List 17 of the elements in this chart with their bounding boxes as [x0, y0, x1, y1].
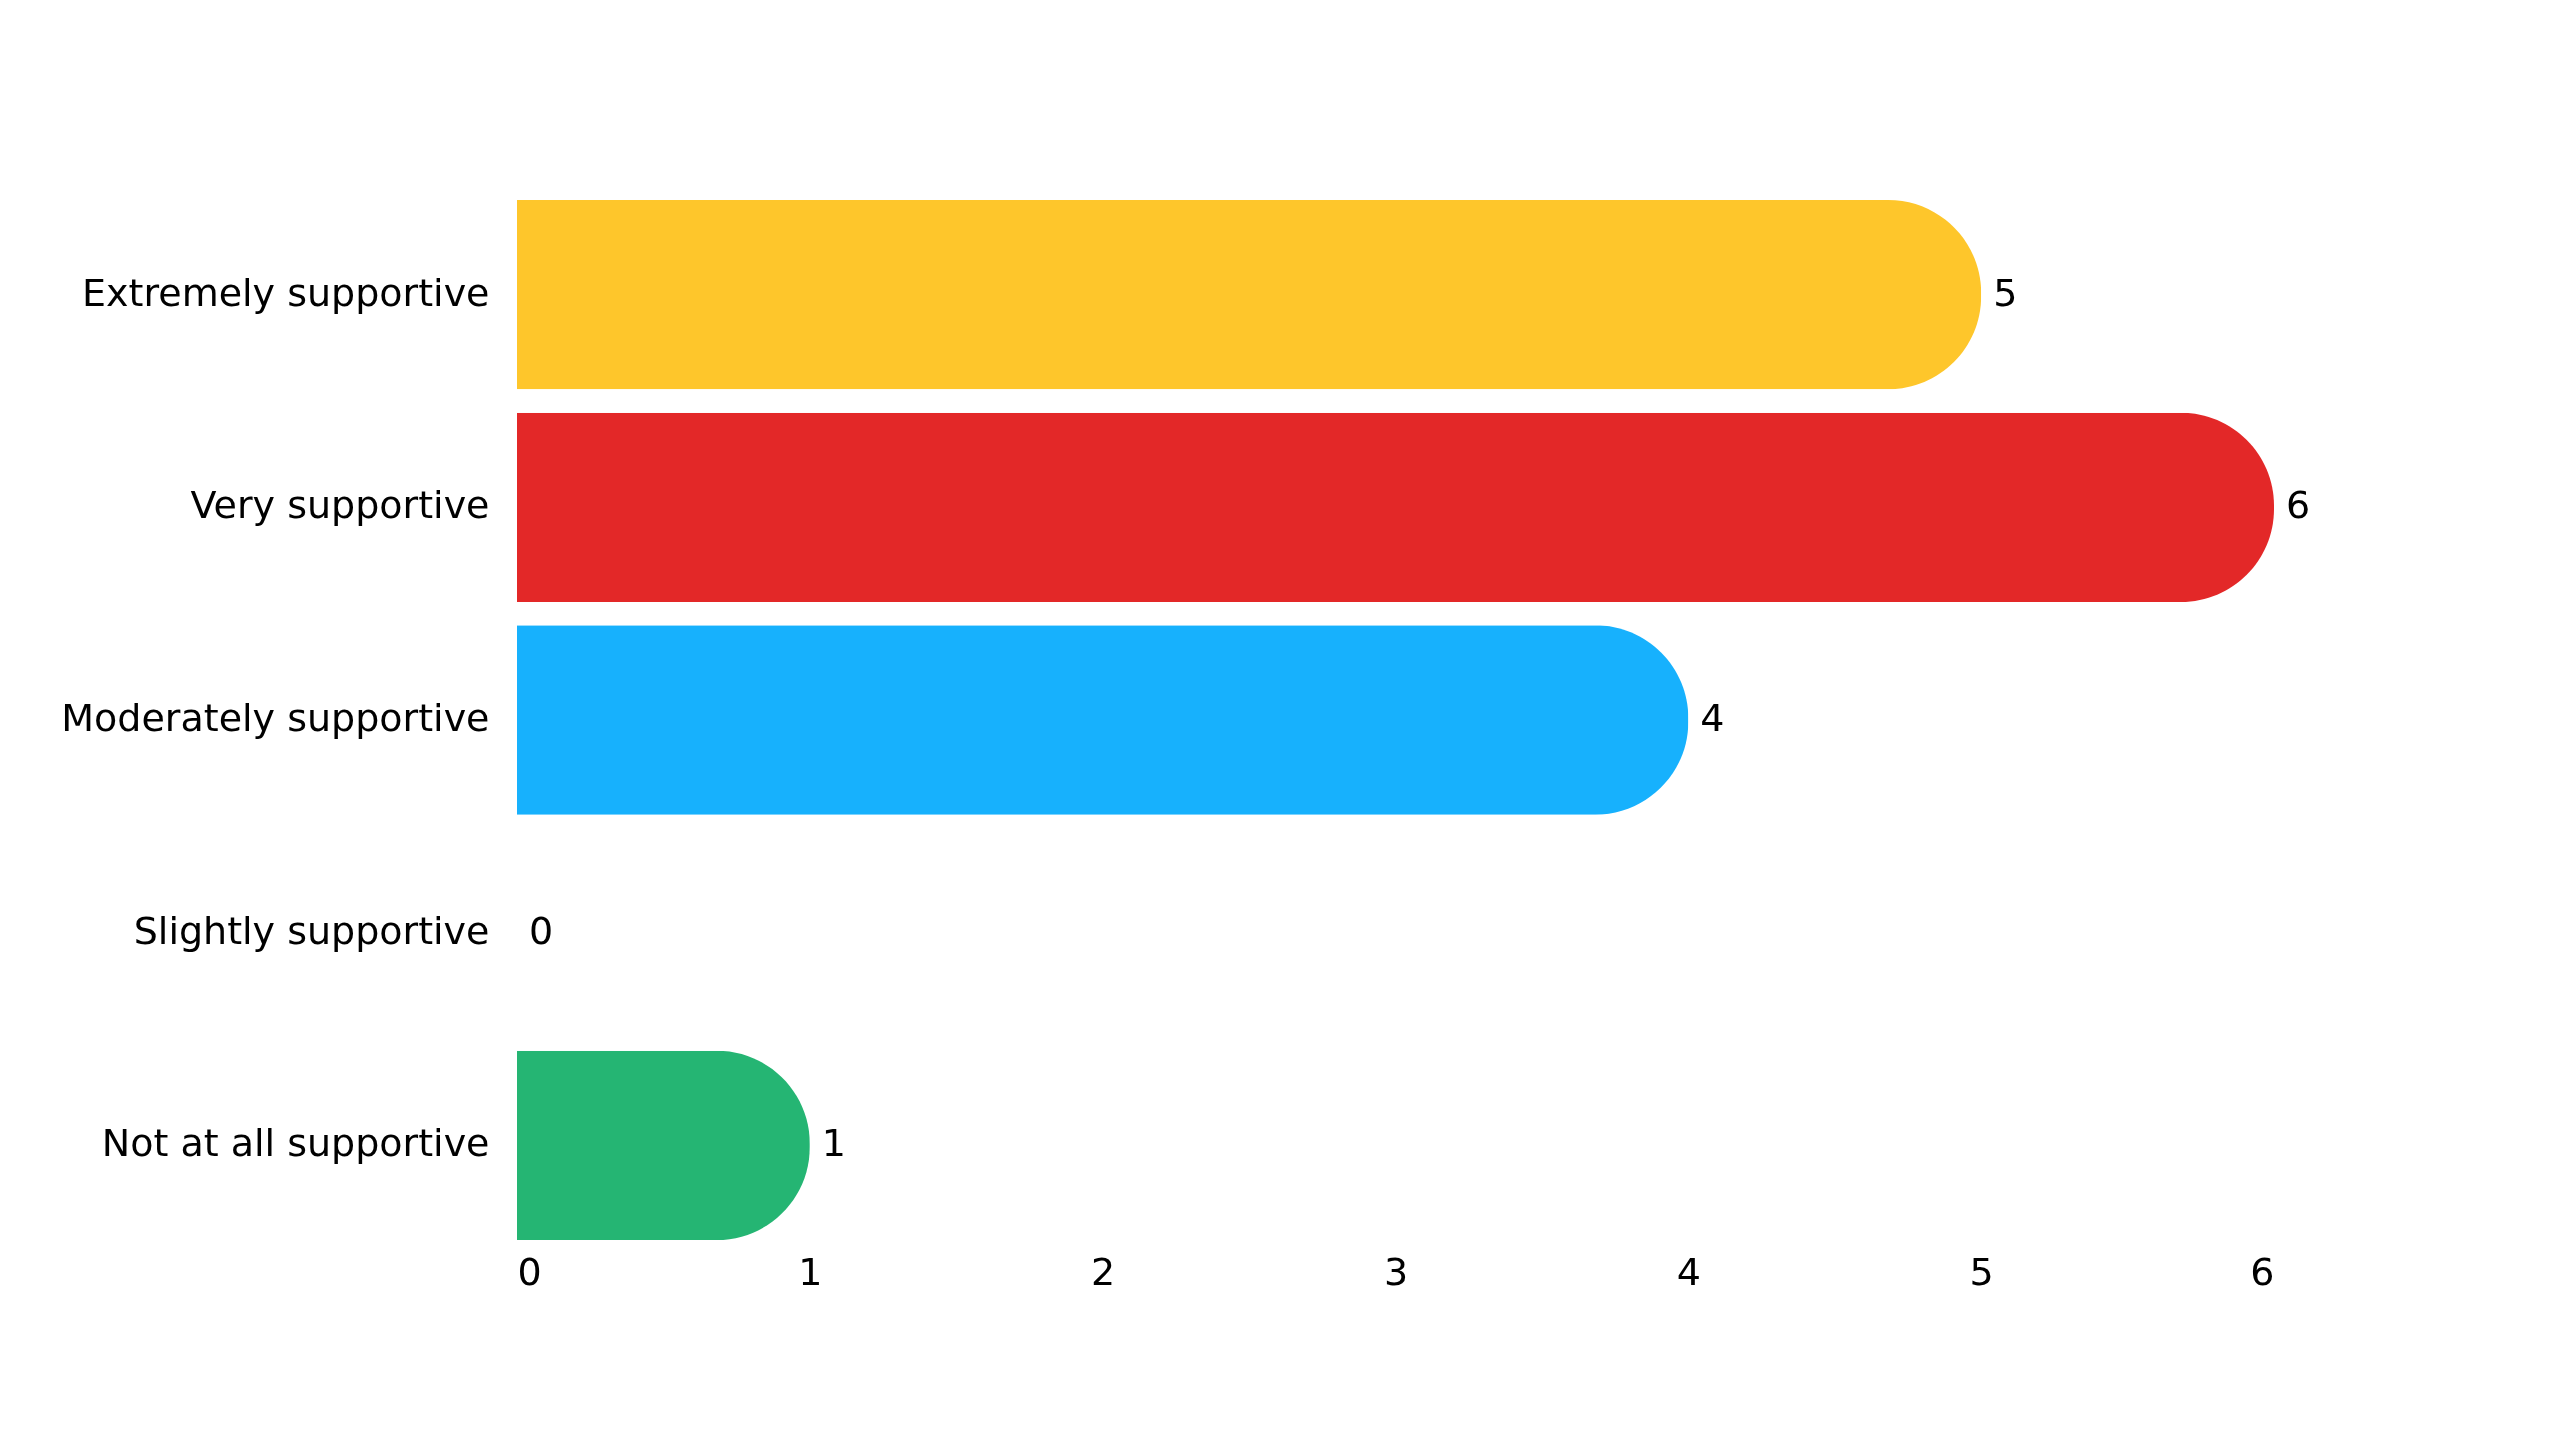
x-tick-label: 1 [798, 1249, 823, 1294]
y-tick-label: Not at all supportive [101, 1121, 490, 1166]
data-label: 6 [2286, 483, 2311, 528]
y-tick-label: Extremely supportive [82, 270, 490, 315]
data-label: 0 [529, 908, 554, 953]
data-label: 5 [1993, 270, 2018, 315]
x-tick-label: 0 [517, 1249, 542, 1294]
data-label: 4 [1700, 696, 1725, 740]
y-tick-label: Moderately supportive [61, 696, 490, 740]
x-tick-label: 4 [1676, 1249, 1701, 1294]
x-tick-label: 3 [1383, 1249, 1409, 1294]
y-tick-label: Very supportive [190, 483, 490, 528]
data-label: 1 [821, 1121, 847, 1166]
x-tick-label: 6 [2250, 1249, 2275, 1294]
x-tick-label: 5 [1969, 1249, 1994, 1294]
x-tick-label: 2 [1091, 1249, 1116, 1294]
y-tick-label: Slightly supportive [133, 908, 490, 953]
